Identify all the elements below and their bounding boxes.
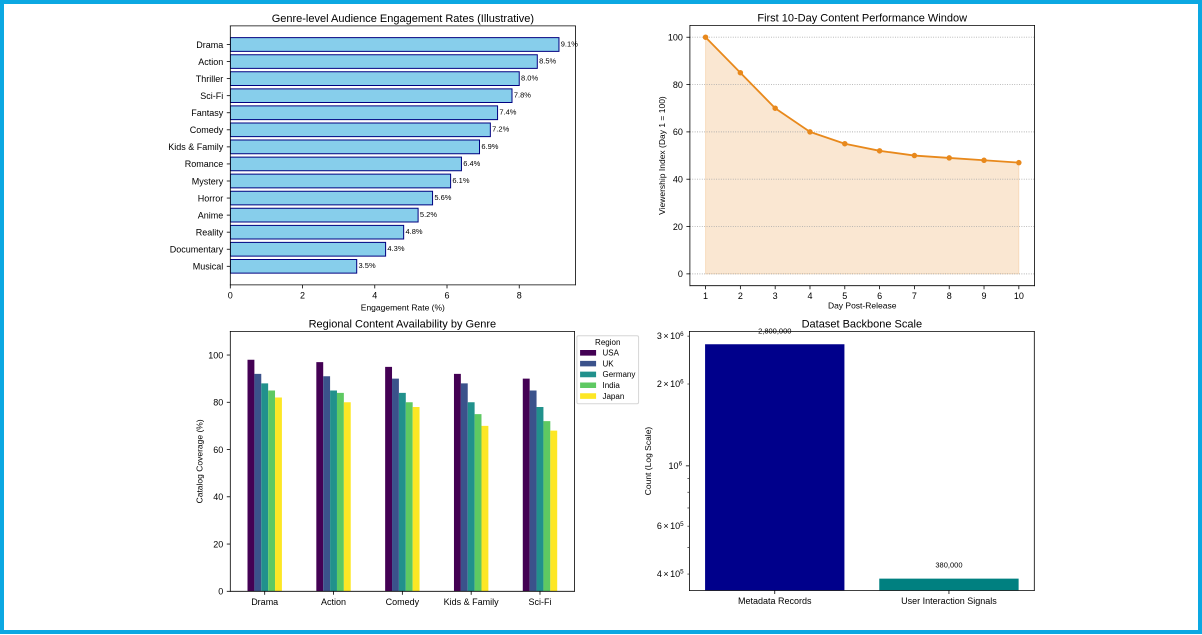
svg-text:5: 5 xyxy=(842,291,847,301)
svg-text:1: 1 xyxy=(703,291,708,301)
svg-text:First 10-Day Content Performan: First 10-Day Content Performance Window xyxy=(757,12,967,24)
svg-text:Viewership Index (Day 1 = 100): Viewership Index (Day 1 = 100) xyxy=(657,96,667,215)
svg-text:3 × 1: 3 × 1 0 6 xyxy=(657,326,685,343)
svg-text:3: 3 xyxy=(773,291,778,301)
svg-text:20: 20 xyxy=(673,222,683,232)
svg-text:380,000: 380,000 xyxy=(935,561,962,570)
svg-text:6: 6 xyxy=(877,291,882,301)
svg-text:Comedy: Comedy xyxy=(386,597,420,607)
svg-text:4: 4 xyxy=(807,291,812,301)
svg-text:Kids & Family: Kids & Family xyxy=(444,597,500,607)
svg-text:10: 10 xyxy=(1014,291,1024,301)
svg-text:Action: Action xyxy=(198,57,223,67)
svg-text:Reality: Reality xyxy=(196,227,224,237)
svg-text:Musical: Musical xyxy=(193,262,224,272)
svg-text:6: 6 xyxy=(444,290,449,300)
svg-text:40: 40 xyxy=(213,492,223,502)
svg-text:4.8%: 4.8% xyxy=(405,227,422,236)
svg-text:Regional Content Availability: Regional Content Availability by Genre xyxy=(309,318,497,330)
svg-text:2,800,000: 2,800,000 xyxy=(758,326,791,335)
svg-text:Kids & Family: Kids & Family xyxy=(168,142,224,152)
svg-text:5.2%: 5.2% xyxy=(420,210,437,219)
svg-text:UK: UK xyxy=(602,359,614,368)
svg-text:Japan: Japan xyxy=(602,392,624,401)
svg-text:USA: USA xyxy=(602,349,619,358)
svg-text:Count (Log Scale): Count (Log Scale) xyxy=(643,427,653,496)
svg-text:Day Post-Release: Day Post-Release xyxy=(828,301,897,311)
svg-text:Drama: Drama xyxy=(251,597,278,607)
svg-text:0: 0 xyxy=(678,269,683,279)
svg-text:India: India xyxy=(602,381,620,390)
svg-text:Region: Region xyxy=(595,338,620,347)
svg-text:4.3%: 4.3% xyxy=(387,244,404,253)
svg-text:6.1%: 6.1% xyxy=(452,176,469,185)
svg-text:3.5%: 3.5% xyxy=(359,261,376,270)
svg-text:Catalog Coverage (%): Catalog Coverage (%) xyxy=(195,419,205,503)
svg-text:Sci-Fi: Sci-Fi xyxy=(528,597,551,607)
svg-text:5.6%: 5.6% xyxy=(434,193,451,202)
svg-text:User Interaction Signals: User Interaction Signals xyxy=(901,596,997,606)
svg-text:Anime: Anime xyxy=(198,210,224,220)
svg-text:Drama: Drama xyxy=(196,40,223,50)
svg-text:0: 0 xyxy=(228,290,233,300)
svg-text:7.2%: 7.2% xyxy=(492,125,509,134)
svg-text:9.1%: 9.1% xyxy=(561,39,578,48)
svg-text:Romance: Romance xyxy=(185,159,224,169)
svg-text:20: 20 xyxy=(213,539,223,549)
svg-text:2: 2 xyxy=(300,290,305,300)
svg-text:Metadata Records: Metadata Records xyxy=(738,596,812,606)
svg-text:100: 100 xyxy=(668,32,683,42)
svg-text:Mystery: Mystery xyxy=(192,176,224,186)
svg-text:9: 9 xyxy=(982,291,987,301)
svg-text:80: 80 xyxy=(213,398,223,408)
svg-text:7: 7 xyxy=(912,291,917,301)
svg-text:Dataset Backbone Scale: Dataset Backbone Scale xyxy=(802,319,922,331)
svg-text:0: 0 xyxy=(218,587,223,597)
svg-text:80: 80 xyxy=(673,80,683,90)
svg-text:Genre-level Audience Engagemen: Genre-level Audience Engagement Rates (I… xyxy=(272,13,534,25)
svg-text:Thriller: Thriller xyxy=(196,74,224,84)
svg-text:Sci-Fi: Sci-Fi xyxy=(200,91,223,101)
svg-text:8.5%: 8.5% xyxy=(539,56,556,65)
svg-text:1 0 6: 1 0 6 xyxy=(669,456,683,473)
svg-text:40: 40 xyxy=(673,174,683,184)
svg-text:2 × 1: 2 × 1 0 6 xyxy=(657,374,685,391)
svg-text:2: 2 xyxy=(738,291,743,301)
svg-text:4: 4 xyxy=(372,290,377,300)
svg-text:8: 8 xyxy=(947,291,952,301)
svg-text:Comedy: Comedy xyxy=(190,125,224,135)
svg-text:Documentary: Documentary xyxy=(170,245,224,255)
svg-text:60: 60 xyxy=(213,445,223,455)
svg-text:8: 8 xyxy=(517,290,522,300)
svg-text:Horror: Horror xyxy=(198,193,224,203)
svg-text:7.4%: 7.4% xyxy=(499,108,516,117)
svg-text:100: 100 xyxy=(208,350,223,360)
svg-text:6 × 1: 6 × 1 0 5 xyxy=(657,516,685,533)
svg-text:4 × 1: 4 × 1 0 5 xyxy=(657,564,685,581)
svg-text:Fantasy: Fantasy xyxy=(191,108,224,118)
svg-text:Action: Action xyxy=(321,597,346,607)
svg-text:Engagement Rate (%): Engagement Rate (%) xyxy=(361,302,445,312)
svg-text:6.4%: 6.4% xyxy=(463,159,480,168)
svg-text:8.0%: 8.0% xyxy=(521,74,538,83)
svg-text:6.9%: 6.9% xyxy=(481,142,498,151)
svg-text:7.8%: 7.8% xyxy=(514,91,531,100)
svg-text:Germany: Germany xyxy=(602,370,635,379)
svg-text:60: 60 xyxy=(673,127,683,137)
